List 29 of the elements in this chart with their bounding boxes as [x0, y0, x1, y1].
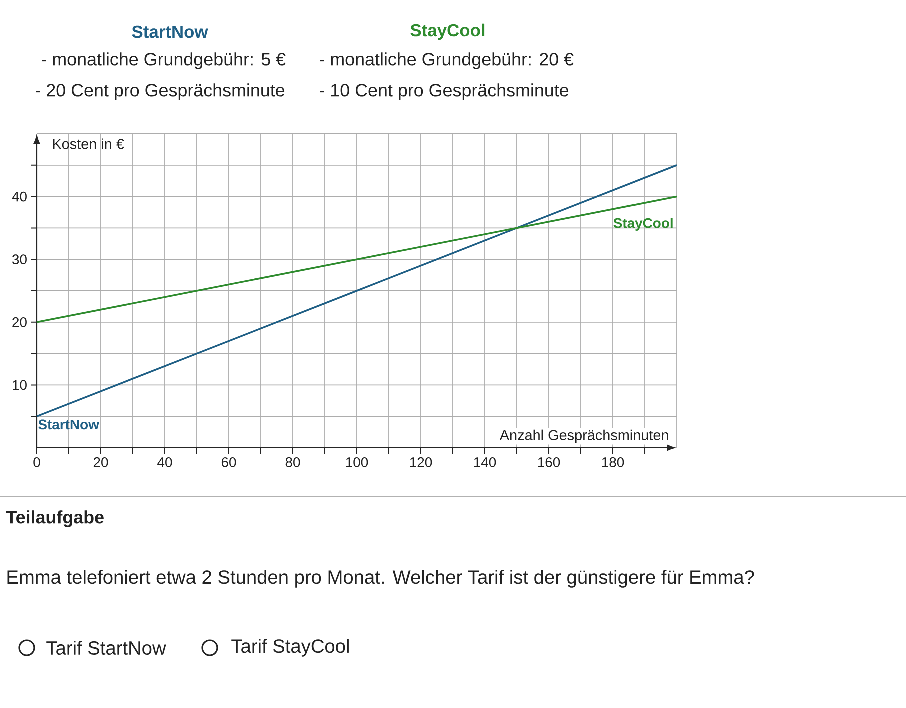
series-label: StartNow [38, 420, 100, 430]
text: - 10 Cent pro Gesprächsminute [320, 84, 569, 100]
text: - 20 Cent pro Gesprächsminute [36, 84, 285, 100]
x-tick-label: 180 [602, 458, 624, 468]
y-tick-label: 40 [12, 192, 27, 202]
y-tick-label: 20 [12, 317, 27, 328]
x-tick-label: 60 [222, 458, 236, 468]
y-tick-label: 10 [13, 380, 27, 390]
x-tick-label: 100 [346, 458, 368, 468]
text: Teilaufgabe [6, 510, 104, 528]
y-tick-label: 30 [12, 254, 27, 265]
text: Emma telefoniert etwa 2 Stunden pro Monat. Welcher Tarif ist der günstigere für Emma? [8, 570, 754, 588]
x-tick-label: 160 [538, 458, 560, 468]
text: Tarif StartNow [46, 640, 166, 656]
x-tick-label: 140 [474, 458, 496, 468]
x-tick-label: 80 [286, 458, 300, 468]
series-label: StayCool [614, 218, 673, 231]
x-tick-label: 40 [158, 458, 172, 468]
text: StayCool [410, 24, 485, 40]
line-series [36, 196, 678, 324]
text: - monatliche Grundgebühr: 20 € [320, 52, 574, 70]
text: Tarif StayCool [232, 639, 349, 657]
text: StartNow [132, 26, 208, 38]
x-tick-label: 120 [410, 458, 432, 468]
x-axis-title: Anzahl Gesprächsminuten [500, 430, 668, 444]
y-axis-title: Kosten in € [53, 138, 124, 150]
text: - monatliche Grundgebühr: 5 € [42, 52, 286, 70]
x-tick-label: 20 [94, 458, 108, 468]
x-tick-label: 0 [34, 458, 40, 468]
